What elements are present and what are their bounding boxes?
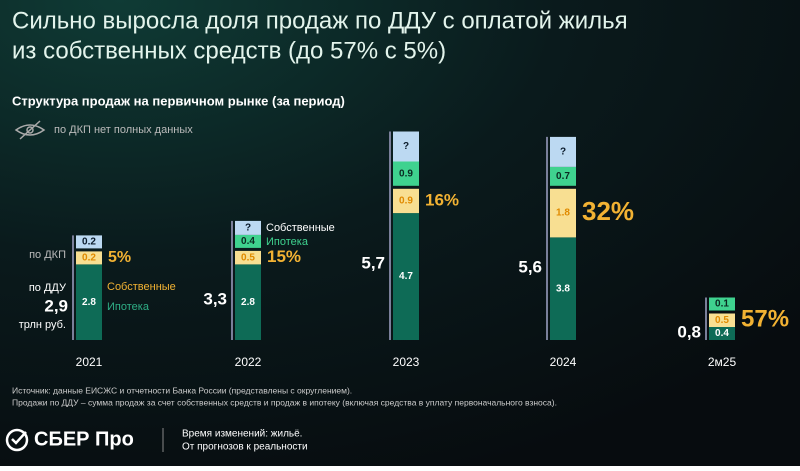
- bar-segment: [393, 131, 419, 162]
- share-label: 16%: [425, 190, 459, 209]
- dkp-label: по ДКП: [29, 249, 66, 261]
- x-tick-label: 2023: [393, 355, 420, 369]
- x-tick-label: 2м25: [708, 355, 737, 369]
- x-tick-label: 2022: [235, 355, 262, 369]
- legend-label: Ипотека: [107, 301, 150, 313]
- bar-segment: [393, 161, 419, 186]
- segment-label: 0.4: [715, 328, 729, 339]
- bar-segment: [709, 327, 735, 340]
- segment-label: 0.4: [241, 236, 255, 247]
- title: из собственных средств (до 57% с 5%): [12, 37, 446, 64]
- bar-segment: [235, 250, 261, 265]
- legend-label: Ипотека: [266, 236, 309, 248]
- segment-label: 2.8: [241, 297, 255, 308]
- bar-segment: [235, 234, 261, 248]
- bar-segment: [393, 188, 419, 214]
- segment-label: 0.1: [715, 299, 729, 310]
- source: Продажи по ДДУ – сумма продаж за счет со…: [12, 397, 557, 407]
- bar-segment: [550, 188, 576, 238]
- title: Сильно выросла доля продаж по ДДУ с опла…: [12, 7, 628, 34]
- legend-label: Собственные: [107, 281, 176, 293]
- segment-label: 0.5: [715, 315, 729, 326]
- segment-label: 0.2: [82, 237, 96, 248]
- segment-label: 4.7: [399, 271, 413, 282]
- share-label: 57%: [741, 306, 789, 333]
- total-label: 5,7: [361, 253, 385, 272]
- segment-label: 0.2: [82, 253, 96, 264]
- bar-segment: [76, 264, 102, 340]
- total-label: 2,9: [44, 296, 68, 315]
- brand: СБЕР Про: [34, 428, 134, 450]
- bar-segment: [76, 235, 102, 249]
- bar-segment: [550, 237, 576, 340]
- no-data-icon: [14, 120, 46, 140]
- total-label: 3,3: [203, 289, 227, 308]
- share-label: 15%: [267, 247, 301, 266]
- tagline: От прогнозов к реальности: [182, 442, 308, 453]
- bar-segment: [709, 313, 735, 327]
- segment-label: 0.9: [399, 168, 413, 179]
- share-label: 32%: [582, 196, 634, 226]
- bar-segment: [76, 251, 102, 265]
- segment-label: 0.7: [556, 171, 570, 182]
- share-label: 5%: [108, 249, 131, 266]
- bar-segment: [235, 220, 261, 235]
- logo: [5, 428, 29, 452]
- segment-label: 3.8: [556, 283, 570, 294]
- ddu-label: по ДДУ: [29, 282, 67, 294]
- segment-label: ?: [245, 223, 251, 234]
- tagline: Время изменений: жильё.: [182, 429, 302, 440]
- bar-segment: [550, 136, 576, 167]
- bar-segment: [393, 213, 419, 340]
- note: по ДКП нет полных данных: [54, 124, 193, 136]
- x-tick-label: 2024: [550, 355, 577, 369]
- segment-label: 2.8: [82, 297, 96, 308]
- segment-label: ?: [403, 141, 409, 152]
- segment-label: ?: [560, 147, 566, 158]
- segment-label: 0.5: [241, 252, 255, 263]
- x-tick-label: 2021: [76, 355, 103, 369]
- segment-label: 0.9: [399, 196, 413, 207]
- segment-label: 1.8: [556, 208, 570, 219]
- bar-segment: [550, 166, 576, 186]
- bar-segment: [235, 264, 261, 340]
- total-label: 5,6: [518, 257, 542, 276]
- unit-label: трлн руб.: [19, 319, 66, 331]
- subtitle: Структура продаж на первичном рынке (за …: [12, 93, 345, 108]
- legend-label: Собственные: [266, 222, 335, 234]
- bar-segment: [709, 297, 735, 311]
- source: Источник: данные ЕИСЖС и отчетности Банк…: [12, 385, 352, 395]
- total-label: 0,8: [677, 322, 701, 341]
